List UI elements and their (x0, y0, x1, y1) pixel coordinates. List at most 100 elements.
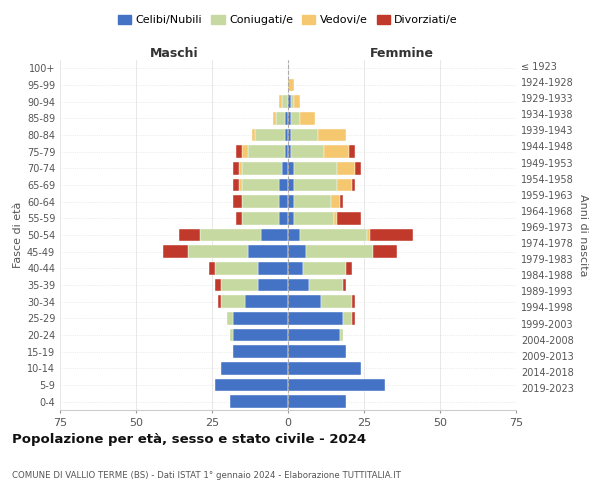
Bar (276, 112, 285, 124)
Text: Maschi: Maschi (149, 46, 199, 60)
Bar (233, 329, 288, 341)
Bar (340, 196, 343, 208)
Bar (319, 129, 346, 141)
Bar (300, 112, 316, 124)
Bar (309, 279, 343, 291)
Bar (288, 229, 300, 241)
Bar (279, 196, 288, 208)
Bar (221, 362, 288, 374)
Bar (340, 329, 343, 341)
Bar (288, 379, 385, 391)
Bar (242, 162, 282, 174)
Bar (179, 229, 200, 241)
Bar (337, 179, 352, 192)
Bar (233, 162, 239, 174)
Bar (230, 329, 233, 341)
Bar (236, 212, 242, 224)
Bar (209, 262, 215, 274)
Bar (288, 312, 343, 324)
Text: Popolazione per età, sesso e stato civile - 2024: Popolazione per età, sesso e stato civil… (12, 432, 366, 446)
Bar (257, 262, 288, 274)
Bar (294, 96, 300, 108)
Bar (285, 146, 288, 158)
Bar (248, 146, 285, 158)
Bar (294, 162, 337, 174)
Bar (288, 346, 346, 358)
Bar (288, 279, 309, 291)
Bar (343, 279, 346, 291)
Bar (282, 162, 288, 174)
Bar (163, 246, 188, 258)
Bar (352, 296, 355, 308)
Bar (294, 196, 331, 208)
Bar (288, 79, 294, 92)
Bar (306, 246, 373, 258)
Bar (221, 279, 257, 291)
Bar (285, 129, 288, 141)
Legend: Celibi/Nubili, Coniugati/e, Vedovi/e, Divorziati/e: Celibi/Nubili, Coniugati/e, Vedovi/e, Di… (113, 10, 463, 30)
Bar (288, 196, 294, 208)
Bar (288, 362, 361, 374)
Bar (303, 262, 346, 274)
Bar (257, 279, 288, 291)
Bar (236, 146, 242, 158)
Bar (337, 212, 361, 224)
Bar (349, 146, 355, 158)
Bar (331, 196, 340, 208)
Bar (251, 129, 254, 141)
Bar (200, 229, 260, 241)
Bar (233, 179, 239, 192)
Bar (288, 112, 291, 124)
Bar (273, 112, 276, 124)
Bar (288, 396, 346, 408)
Bar (294, 212, 334, 224)
Bar (242, 179, 279, 192)
Bar (242, 212, 279, 224)
Text: COMUNE DI VALLIO TERME (BS) - Dati ISTAT 1° gennaio 2024 - Elaborazione TUTTITAL: COMUNE DI VALLIO TERME (BS) - Dati ISTAT… (12, 470, 401, 480)
Bar (291, 96, 294, 108)
Bar (294, 179, 337, 192)
Bar (248, 246, 288, 258)
Bar (300, 229, 367, 241)
Bar (352, 312, 355, 324)
Bar (291, 146, 325, 158)
Bar (288, 329, 340, 341)
Bar (282, 96, 288, 108)
Bar (325, 146, 349, 158)
Bar (279, 212, 288, 224)
Bar (352, 179, 355, 192)
Bar (355, 162, 361, 174)
Bar (285, 112, 288, 124)
Y-axis label: Fasce di età: Fasce di età (13, 202, 23, 268)
Bar (227, 312, 233, 324)
Bar (230, 396, 288, 408)
Bar (233, 346, 288, 358)
Bar (288, 212, 294, 224)
Bar (245, 296, 288, 308)
Y-axis label: Anni di nascita: Anni di nascita (578, 194, 588, 276)
Bar (288, 262, 303, 274)
Bar (242, 196, 279, 208)
Text: Femmine: Femmine (370, 46, 434, 60)
Bar (215, 262, 257, 274)
Bar (288, 146, 291, 158)
Bar (288, 246, 306, 258)
Bar (221, 296, 245, 308)
Bar (343, 312, 352, 324)
Bar (218, 296, 221, 308)
Bar (288, 179, 294, 192)
Bar (254, 129, 285, 141)
Bar (288, 129, 291, 141)
Bar (373, 246, 397, 258)
Bar (370, 229, 413, 241)
Bar (346, 262, 352, 274)
Bar (188, 246, 248, 258)
Bar (367, 229, 370, 241)
Bar (334, 212, 337, 224)
Bar (215, 379, 288, 391)
Bar (260, 229, 288, 241)
Bar (279, 96, 282, 108)
Bar (291, 129, 319, 141)
Bar (233, 312, 288, 324)
Bar (322, 296, 352, 308)
